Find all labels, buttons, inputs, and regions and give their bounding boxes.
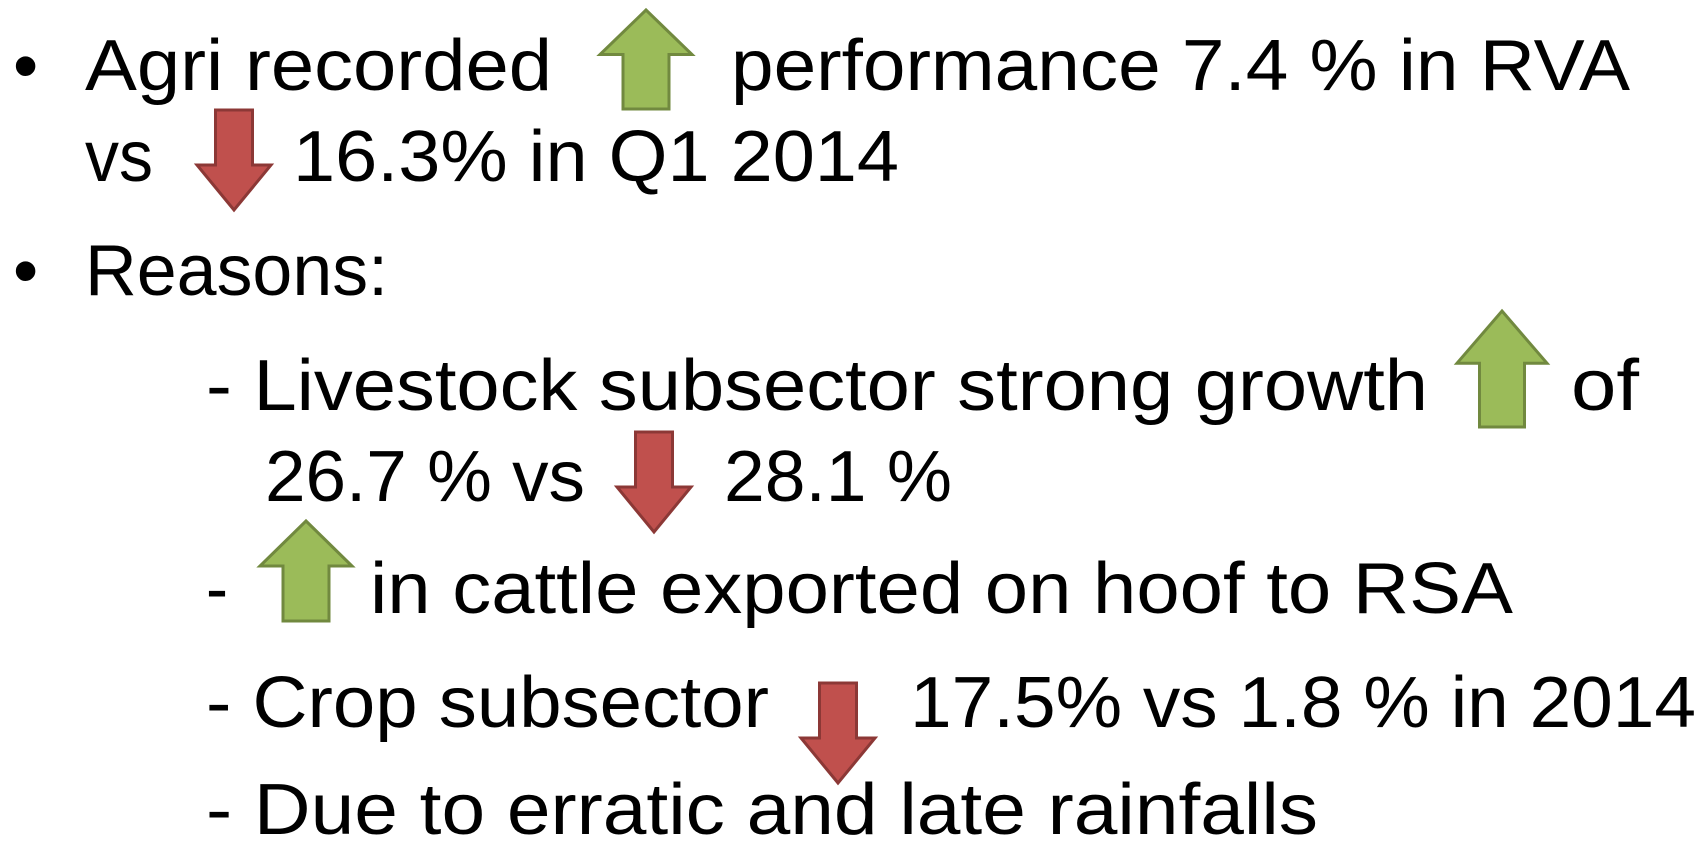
bullet: • [13,26,38,106]
text: 28.1 % [724,437,952,517]
text: - [206,549,228,629]
down-arrow [797,681,879,786]
text: - Due to erratic and late rainfalls [206,770,1318,842]
text: - Crop subsector [206,663,769,743]
text: vs [85,117,153,197]
text: in cattle exported on hoof to RSA [370,549,1513,629]
up-arrow [596,7,696,111]
up-arrow [1453,308,1551,429]
bullet: • [13,231,38,311]
text: 17.5% vs 1.8 % in 2014 [910,663,1696,743]
text: 26.7 % vs [265,437,585,517]
down-arrow [193,108,275,213]
text: 16.3% in Q1 2014 [293,117,899,197]
text: of [1571,346,1640,426]
text: Reasons: [85,231,388,311]
text: Agri recorded [85,26,552,106]
text: performance 7.4 % in RVA [731,26,1630,106]
down-arrow [613,430,695,535]
up-arrow [256,518,356,623]
text: - Livestock subsector strong growth [206,346,1428,426]
